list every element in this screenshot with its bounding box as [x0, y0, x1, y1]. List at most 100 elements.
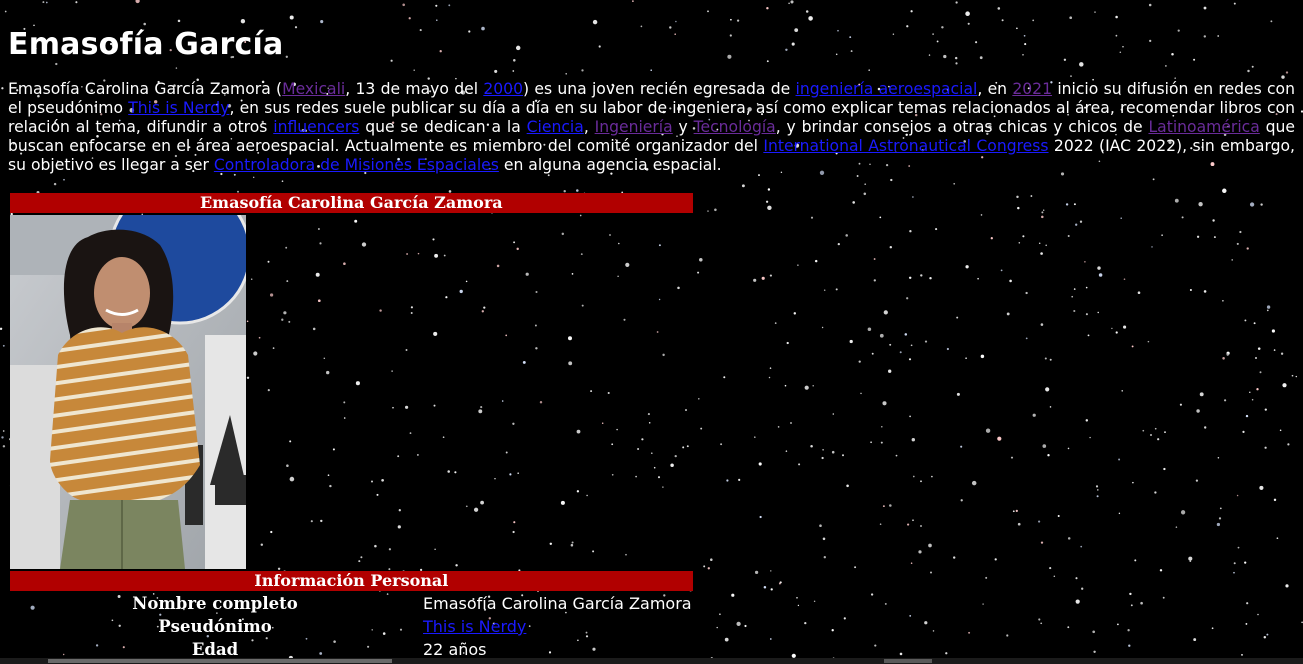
star [1233, 571, 1235, 574]
star [1300, 110, 1303, 113]
star [685, 409, 687, 411]
star [565, 73, 567, 75]
star [317, 299, 321, 303]
scrollbar-thumb-secondary[interactable] [884, 659, 932, 663]
star [761, 276, 765, 280]
star [1227, 125, 1229, 128]
star [1224, 399, 1227, 402]
star [1075, 599, 1080, 604]
row-label: Edad [191, 640, 239, 659]
star [888, 85, 890, 88]
star [0, 327, 3, 330]
star [494, 145, 496, 148]
star [111, 43, 116, 48]
star [1038, 520, 1041, 523]
infobox: Emasofía Carolina García Zamora [8, 191, 695, 662]
intro-text: 2022 (IAC 2022), sin embargo, su objetiv… [8, 137, 1295, 174]
star [874, 644, 877, 647]
star [598, 45, 601, 48]
star [2, 344, 5, 347]
intro-link[interactable]: Ciencia [526, 118, 584, 136]
star [367, 645, 370, 648]
intro-link[interactable]: Tecnología [693, 118, 776, 136]
star [237, 190, 239, 193]
star [159, 613, 162, 616]
star [516, 247, 519, 251]
intro-link[interactable]: 2000 [483, 80, 523, 98]
star [459, 289, 463, 294]
star [1040, 541, 1044, 544]
star [1042, 444, 1047, 448]
star [629, 607, 632, 610]
intro-link[interactable]: Ingeniería [594, 118, 673, 136]
star [1080, 545, 1083, 548]
intro-link[interactable]: Latinoamérica [1148, 118, 1260, 136]
pseudonym-link[interactable]: This is Nerdy [423, 617, 527, 636]
star [990, 237, 993, 240]
star [1224, 103, 1227, 106]
star [778, 582, 781, 585]
intro-link[interactable]: influencers [273, 118, 360, 136]
star [1050, 81, 1053, 84]
star [1018, 242, 1021, 244]
star [305, 637, 308, 640]
star [1075, 577, 1078, 580]
star [398, 509, 401, 512]
star [1025, 337, 1028, 340]
star [979, 56, 983, 60]
intro-link[interactable]: Mexicali [282, 80, 346, 98]
star [729, 34, 732, 37]
star [1, 87, 4, 90]
star [785, 450, 788, 452]
star [1180, 510, 1186, 515]
star [797, 264, 799, 266]
star [1211, 627, 1214, 630]
star [1161, 234, 1163, 236]
star [118, 119, 121, 122]
star [571, 541, 574, 544]
star [1096, 495, 1099, 498]
star [1257, 613, 1259, 616]
star [637, 447, 640, 451]
star [765, 200, 769, 203]
star [1157, 438, 1160, 441]
star [285, 55, 288, 58]
star [674, 33, 676, 35]
star [515, 45, 521, 51]
star [23, 27, 26, 30]
star [625, 553, 627, 556]
intro-link[interactable]: International Astronautical Congress [763, 137, 1049, 155]
star [653, 466, 656, 469]
intro-link[interactable]: Controladora de Misiones Espaciales [213, 156, 499, 174]
intro-link[interactable]: This is Nerdy [128, 99, 230, 117]
star [1116, 623, 1119, 626]
star [434, 548, 436, 551]
star [1151, 246, 1153, 248]
star [993, 115, 996, 118]
star [1097, 489, 1099, 491]
star [534, 324, 537, 327]
scrollbar-thumb[interactable] [48, 659, 392, 663]
star [205, 110, 207, 112]
star [561, 232, 565, 236]
star [1188, 556, 1193, 561]
star [748, 119, 750, 122]
star [1231, 259, 1233, 261]
star [576, 490, 580, 493]
star [410, 306, 413, 309]
intro-link[interactable]: 2021 [1012, 80, 1053, 98]
star [1032, 19, 1035, 22]
star [1159, 569, 1163, 572]
intro-link[interactable]: ingeniería aeroespacial [795, 80, 978, 98]
star [509, 473, 512, 476]
star [611, 473, 614, 476]
profile-photo [10, 215, 246, 569]
star [329, 484, 332, 488]
horizontal-scrollbar[interactable] [0, 658, 1303, 664]
star [860, 392, 862, 395]
star [703, 565, 706, 568]
star [1174, 77, 1176, 79]
star [1069, 16, 1073, 20]
star [1203, 290, 1207, 293]
star [845, 234, 848, 237]
